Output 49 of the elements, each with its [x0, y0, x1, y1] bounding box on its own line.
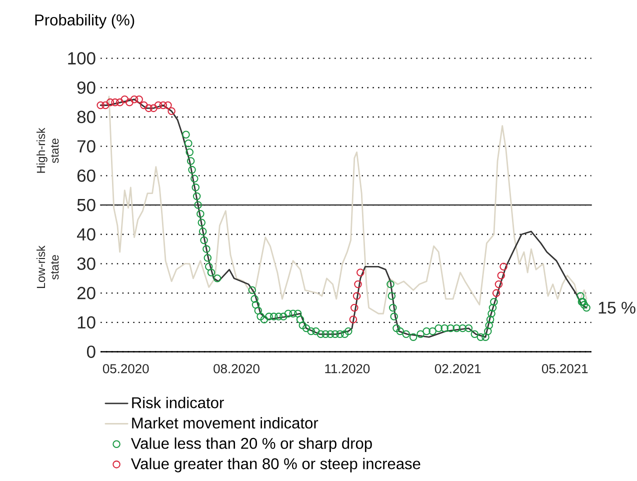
text: High-risk state	[36, 128, 59, 173]
y-tick-label: 30	[77, 258, 96, 270]
point	[130, 95, 138, 104]
legend-label: Risk indicator	[132, 396, 224, 408]
text: Low-risk state	[36, 246, 59, 288]
point	[500, 262, 508, 271]
x-tick-label: 05.2020	[102, 364, 149, 374]
point	[102, 101, 110, 110]
y-tick-label: 0	[86, 346, 96, 358]
legend-label: Value greater than 80 % or steep increase	[130, 458, 420, 472]
x-tick-label: 08.2020	[214, 364, 260, 374]
point	[356, 268, 364, 276]
annotation: 15 %	[598, 302, 636, 314]
y-axis-title: Probability (%)	[35, 14, 134, 29]
y-tick-label: 70	[77, 140, 96, 153]
y-tick-label: 20	[77, 286, 96, 300]
point	[159, 101, 168, 110]
point	[494, 280, 503, 288]
y-tick-label: 50	[77, 198, 96, 212]
point	[126, 98, 134, 106]
point	[497, 272, 506, 280]
y-tick-label: 60	[77, 169, 96, 182]
y-tick-label: 40	[76, 228, 96, 241]
y-tick-label: 100	[68, 52, 96, 64]
point	[150, 104, 158, 112]
point	[354, 280, 362, 288]
point	[164, 101, 172, 110]
point	[111, 98, 119, 106]
x-tick-label: 11.2020	[325, 364, 370, 374]
point	[350, 304, 358, 312]
legend-label: Value less than 20 % or sharp drop	[130, 438, 372, 452]
point	[144, 104, 153, 112]
point	[135, 95, 143, 104]
x-tick-label: 05.2021	[542, 364, 588, 374]
point	[140, 101, 148, 110]
point	[96, 101, 104, 110]
point	[168, 107, 176, 116]
point	[116, 98, 124, 106]
y-tick-label: 90	[77, 81, 96, 94]
point	[154, 101, 162, 110]
point	[352, 292, 361, 300]
y-tick-label: 80	[77, 110, 96, 124]
point	[349, 316, 358, 324]
y-tick-label: 10	[78, 316, 96, 329]
x-tick-label: 02.2021	[434, 364, 481, 374]
point	[106, 98, 114, 106]
point	[492, 289, 500, 297]
point	[120, 95, 129, 104]
legend-label: Market movement indicator	[132, 417, 318, 429]
